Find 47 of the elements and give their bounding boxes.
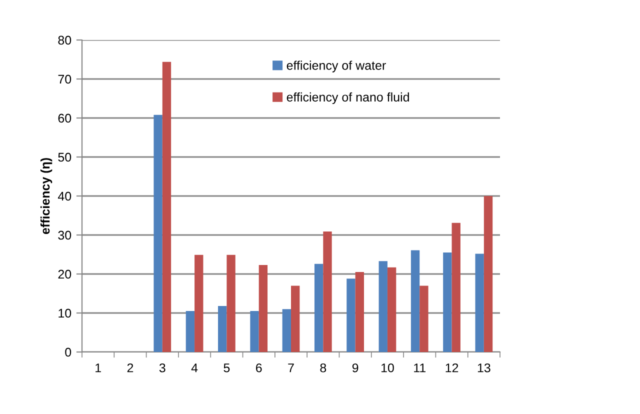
x-tick-label: 3	[159, 363, 166, 372]
y-tick-label: 20	[58, 270, 72, 279]
y-tick-label: 0	[65, 348, 72, 357]
bar	[186, 311, 195, 352]
bar	[162, 62, 172, 352]
bar	[378, 261, 388, 352]
bar	[355, 272, 364, 352]
bar	[323, 231, 332, 352]
bar	[346, 278, 356, 352]
bar	[291, 286, 300, 352]
x-tick-label: 2	[127, 363, 134, 372]
y-axis-title: efficiency (η)	[40, 158, 52, 234]
y-tick-label: 60	[58, 114, 72, 123]
bar	[250, 311, 259, 352]
x-tick-label: 5	[224, 364, 230, 372]
bar	[258, 265, 268, 352]
bar	[452, 222, 460, 352]
bar	[314, 264, 324, 352]
y-tick-label: 70	[58, 74, 72, 84]
x-tick-label: 6	[256, 363, 262, 372]
y-tick-label: 40	[58, 192, 72, 201]
bar	[387, 267, 396, 352]
bar	[282, 309, 291, 352]
x-tick-label: 9	[352, 363, 358, 372]
legend-label: efficiency of water	[286, 60, 386, 72]
bar	[218, 306, 227, 352]
x-tick-label: 11	[414, 364, 426, 372]
y-tick-label: 80	[58, 36, 72, 45]
x-tick-label: 10	[381, 363, 394, 372]
bar	[226, 254, 236, 352]
y-tick-label: 30	[58, 230, 72, 240]
bar	[154, 114, 162, 352]
y-tick-label: 10	[58, 308, 72, 318]
x-tick-label: 13	[478, 363, 490, 372]
bar	[420, 286, 428, 352]
y-tick-label: 50	[58, 152, 72, 162]
bar	[194, 254, 204, 352]
bar	[475, 254, 484, 352]
bar	[443, 252, 452, 352]
bar	[410, 250, 420, 352]
x-tick-label: 7	[288, 364, 294, 372]
bar	[484, 196, 493, 352]
x-tick-label: 12	[446, 363, 458, 372]
x-tick-label: 8	[320, 363, 326, 372]
legend-label: efficiency of nano fluid	[286, 92, 409, 104]
x-tick-label: 1	[96, 364, 101, 372]
x-tick-label: 4	[191, 364, 198, 372]
